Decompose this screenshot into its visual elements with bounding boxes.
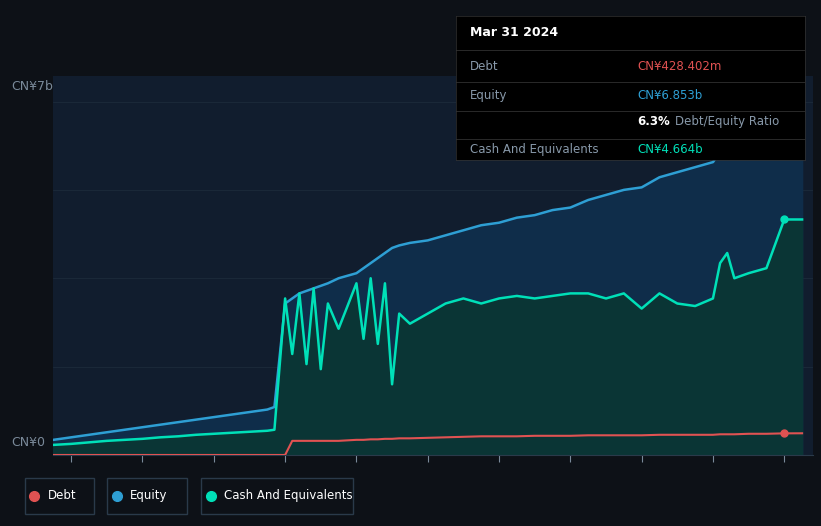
- Text: Cash And Equivalents: Cash And Equivalents: [470, 143, 599, 156]
- Text: CN¥6.853b: CN¥6.853b: [637, 89, 702, 102]
- Text: CN¥4.664b: CN¥4.664b: [637, 143, 703, 156]
- Text: Debt/Equity Ratio: Debt/Equity Ratio: [676, 115, 780, 128]
- Text: Mar 31 2024: Mar 31 2024: [470, 26, 557, 39]
- FancyBboxPatch shape: [25, 478, 94, 514]
- Text: CN¥7b: CN¥7b: [11, 80, 53, 93]
- Text: Equity: Equity: [470, 89, 507, 102]
- Text: Cash And Equivalents: Cash And Equivalents: [224, 489, 353, 502]
- Text: CN¥0: CN¥0: [11, 436, 46, 449]
- Text: 6.3%: 6.3%: [637, 115, 670, 128]
- Text: Equity: Equity: [130, 489, 167, 502]
- FancyBboxPatch shape: [107, 478, 187, 514]
- Text: CN¥428.402m: CN¥428.402m: [637, 60, 722, 73]
- Text: Debt: Debt: [48, 489, 76, 502]
- FancyBboxPatch shape: [201, 478, 353, 514]
- Text: Debt: Debt: [470, 60, 498, 73]
